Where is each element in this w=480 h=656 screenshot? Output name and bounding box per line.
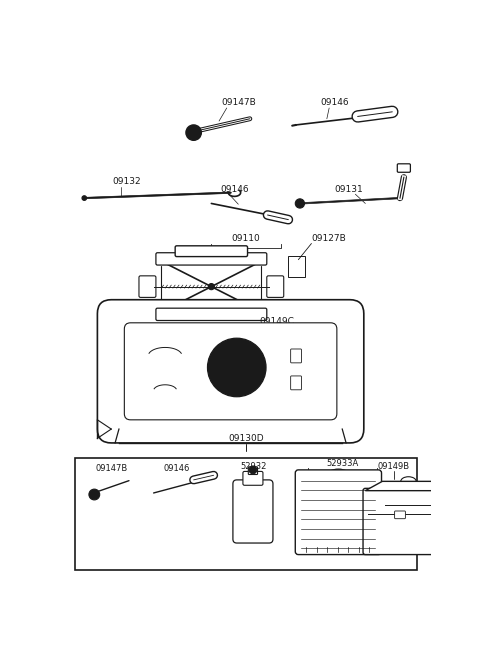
FancyBboxPatch shape bbox=[124, 323, 337, 420]
Text: 09130D: 09130D bbox=[228, 434, 264, 443]
Circle shape bbox=[186, 125, 201, 140]
Text: 52935B: 52935B bbox=[381, 495, 413, 504]
Text: 09110: 09110 bbox=[232, 234, 260, 243]
FancyBboxPatch shape bbox=[288, 256, 305, 277]
FancyBboxPatch shape bbox=[267, 276, 284, 297]
FancyBboxPatch shape bbox=[363, 488, 437, 554]
Text: 09146: 09146 bbox=[320, 98, 349, 107]
Text: 52933A: 52933A bbox=[326, 459, 359, 468]
Circle shape bbox=[207, 338, 266, 397]
Text: 09147B: 09147B bbox=[95, 464, 127, 473]
FancyBboxPatch shape bbox=[243, 472, 263, 485]
Text: 09149C: 09149C bbox=[259, 318, 294, 327]
Text: 09127B: 09127B bbox=[312, 234, 346, 243]
FancyBboxPatch shape bbox=[233, 480, 273, 543]
FancyBboxPatch shape bbox=[97, 300, 364, 443]
FancyBboxPatch shape bbox=[397, 164, 410, 173]
FancyBboxPatch shape bbox=[156, 253, 267, 265]
FancyBboxPatch shape bbox=[139, 276, 156, 297]
Circle shape bbox=[89, 489, 100, 500]
Circle shape bbox=[82, 195, 86, 200]
Text: 09131: 09131 bbox=[334, 185, 363, 194]
Polygon shape bbox=[435, 482, 452, 552]
FancyBboxPatch shape bbox=[291, 376, 301, 390]
Text: 09147B: 09147B bbox=[221, 98, 256, 107]
Text: 09146: 09146 bbox=[220, 185, 249, 194]
Polygon shape bbox=[365, 482, 452, 491]
Circle shape bbox=[295, 199, 304, 208]
Text: 09149B: 09149B bbox=[378, 462, 410, 471]
FancyBboxPatch shape bbox=[395, 511, 406, 519]
Circle shape bbox=[249, 466, 257, 474]
Text: 52932: 52932 bbox=[240, 462, 267, 471]
Bar bbox=[75, 458, 417, 570]
Text: 09146: 09146 bbox=[164, 464, 190, 473]
FancyBboxPatch shape bbox=[291, 349, 301, 363]
FancyBboxPatch shape bbox=[248, 467, 258, 474]
FancyBboxPatch shape bbox=[295, 470, 382, 554]
FancyBboxPatch shape bbox=[156, 308, 267, 321]
Text: 09132: 09132 bbox=[112, 177, 141, 186]
FancyBboxPatch shape bbox=[175, 246, 248, 256]
Circle shape bbox=[208, 283, 215, 290]
